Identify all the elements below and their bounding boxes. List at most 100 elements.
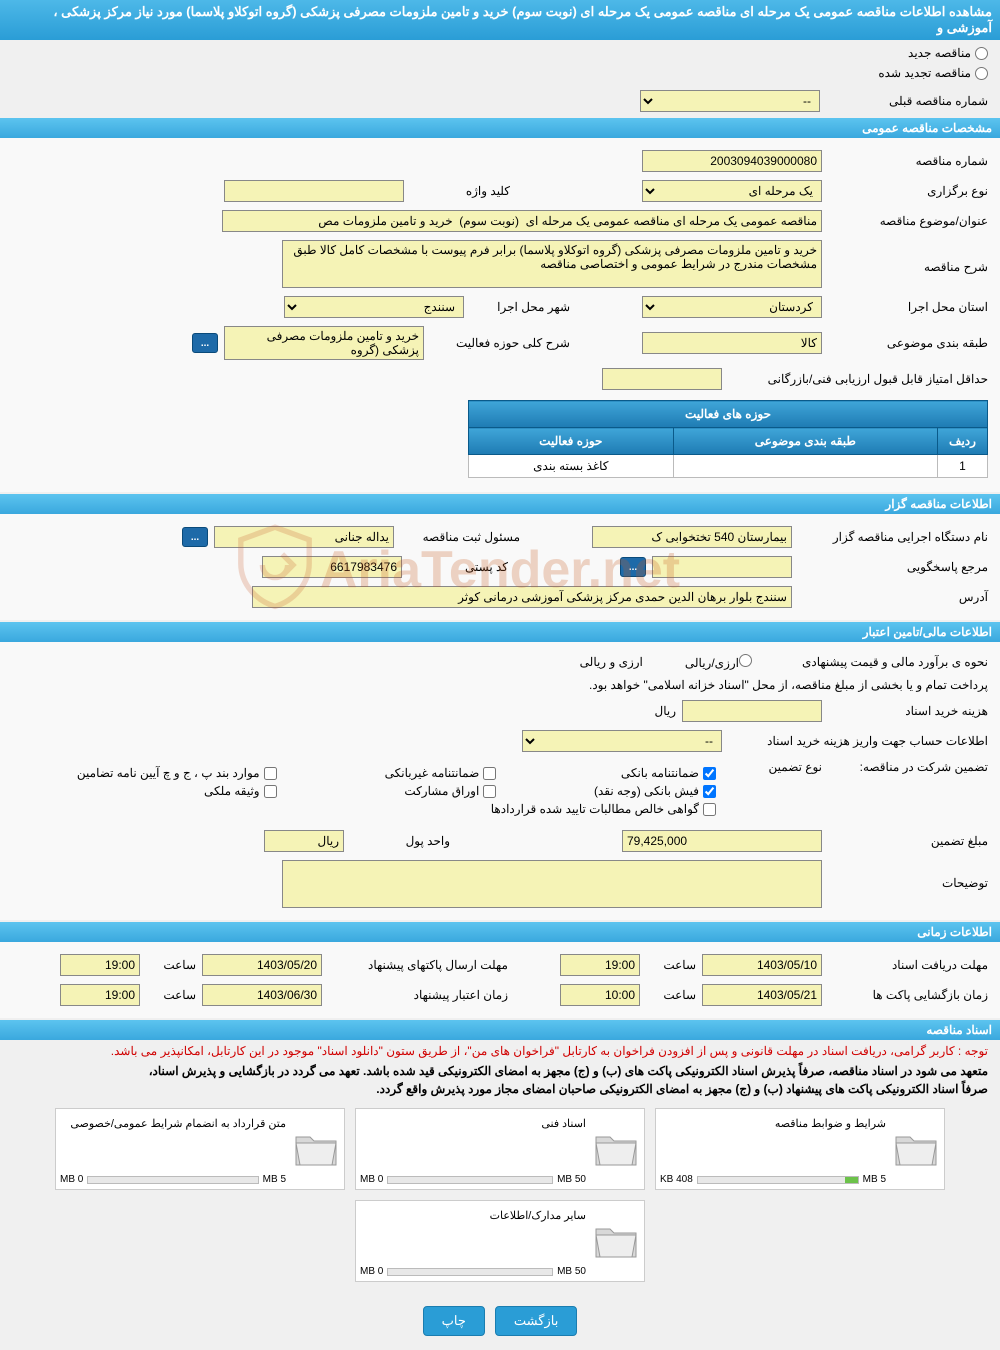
folder-icon (292, 1125, 340, 1173)
desc-textarea[interactable] (282, 240, 822, 288)
folder-icon (892, 1125, 940, 1173)
notes-textarea[interactable] (282, 860, 822, 908)
buy-cost-label: هزینه خرید اسناد (828, 704, 988, 718)
doc-grid: شرایط و ضوابط مناقصه5 MB408 KBاسناد فنی5… (0, 1098, 1000, 1292)
subject-label: عنوان/موضوع مناقصه (828, 214, 988, 228)
table-row: 1 کاغذ بسته بندی (469, 455, 988, 478)
recv-time-label: ساعت (646, 958, 696, 972)
payment-note: پرداخت تمام و یا بخشی از مبلغ مناقصه، از… (589, 678, 988, 692)
chk-regulation-items[interactable]: موارد بند پ ، ج و چ آیین نامه تضامین (77, 766, 277, 780)
doc-max: 5 MB (263, 1174, 286, 1185)
type-select[interactable]: یک مرحله ای (642, 180, 822, 202)
prev-number-select[interactable]: -- (640, 90, 820, 112)
choice-rial-label: ارزی و ریالی (580, 655, 643, 669)
contact-input[interactable] (652, 556, 792, 578)
prev-number-label: شماره مناقصه قبلی (828, 94, 988, 108)
doc-bar (87, 1176, 258, 1184)
doc-title: سایر مدارک/اطلاعات (360, 1205, 586, 1226)
page-title: مشاهده اطلاعات مناقصه عمومی یک مرحله ای … (0, 0, 1000, 40)
tender-no-label: شماره مناقصه (828, 154, 988, 168)
doc-used: 408 KB (660, 1174, 693, 1185)
province-select[interactable]: کردستان (642, 296, 822, 318)
address-input[interactable] (252, 586, 792, 608)
chk-property[interactable]: وثیقه ملکی (77, 784, 277, 798)
keyword-input[interactable] (224, 180, 404, 202)
radio-currency[interactable]: ارزی/ریالی (685, 654, 752, 670)
resp-input[interactable] (214, 526, 394, 548)
tech-min-input[interactable] (602, 368, 722, 390)
recv-time[interactable] (560, 954, 640, 976)
open-label: زمان بازگشایی پاکت ها (828, 988, 988, 1002)
activity-table: حوزه های فعالیت ردیف طبقه بندی موضوعی حو… (468, 400, 988, 478)
print-button[interactable]: چاپ (423, 1306, 485, 1336)
doc-box[interactable]: متن قرارداد به انضمام شرایط عمومی/خصوصی5… (55, 1108, 345, 1190)
docs-notice-3: صرفاً اسناد الکترونیکی پاکت های پیشنهاد … (0, 1080, 1000, 1098)
folder-icon (592, 1125, 640, 1173)
recv-label: مهلت دریافت اسناد (828, 958, 988, 972)
radio-renewed-tender[interactable]: مناقصه تجدید شده (878, 66, 988, 80)
chk-bank-guarantee[interactable]: ضمانتنامه بانکی (516, 766, 716, 780)
section-docs: اسناد مناقصه (0, 1020, 1000, 1040)
buy-cost-unit: ریال (654, 704, 676, 718)
deposit-info-select[interactable]: -- (522, 730, 722, 752)
doc-bar (387, 1176, 553, 1184)
cell-scope: کاغذ بسته بندی (469, 455, 674, 478)
notes-label: توضیحات (828, 860, 988, 890)
deposit-info-label: اطلاعات حساب جهت واریز هزینه خرید اسناد (728, 734, 988, 748)
docs-notice-2: متعهد می شود در اسناد مناقصه، صرفاً پذیر… (0, 1062, 1000, 1080)
amount-unit-input[interactable] (264, 830, 344, 852)
city-select[interactable]: سنندج (284, 296, 464, 318)
category-input[interactable] (642, 332, 822, 354)
doc-max: 50 MB (557, 1174, 586, 1185)
chk-receivables-cert[interactable]: گواهی خالص مطالبات تایید شده قراردادها (297, 802, 716, 816)
subject-input[interactable] (222, 210, 822, 232)
scope-more-button[interactable]: ... (192, 333, 218, 353)
open-date[interactable] (702, 984, 822, 1006)
open-time[interactable] (560, 984, 640, 1006)
postal-input[interactable] (262, 556, 402, 578)
chk-cash-receipt[interactable]: فیش بانکی (وجه نقد) (516, 784, 716, 798)
doc-box[interactable]: سایر مدارک/اطلاعات 50 MB 0 MB (355, 1200, 645, 1282)
chk-nonbank-guarantee[interactable]: ضمانتنامه غیربانکی (297, 766, 497, 780)
amount-unit-label: واحد پول (350, 834, 450, 848)
chk-bonds[interactable]: اوراق مشارکت (297, 784, 497, 798)
back-button[interactable]: بازگشت (495, 1306, 577, 1336)
radio-currency-input[interactable] (739, 654, 752, 667)
doc-box[interactable]: اسناد فنی50 MB0 MB (355, 1108, 645, 1190)
radio-new-input[interactable] (975, 47, 988, 60)
doc-box[interactable]: شرایط و ضوابط مناقصه5 MB408 KB (655, 1108, 945, 1190)
radio-currency-label: ارزی/ریالی (685, 656, 739, 670)
doc-used: 0 MB (360, 1266, 383, 1277)
activity-col-row: ردیف (938, 428, 988, 455)
radio-new-tender[interactable]: مناقصه جدید (908, 46, 988, 60)
amount-input[interactable] (622, 830, 822, 852)
tender-no-input[interactable] (642, 150, 822, 172)
open-time-label: ساعت (646, 988, 696, 1002)
send-time[interactable] (60, 954, 140, 976)
province-label: استان محل اجرا (828, 300, 988, 314)
doc-max: 50 MB (557, 1266, 586, 1277)
doc-used: 0 MB (60, 1174, 83, 1185)
doc-title: شرایط و ضوابط مناقصه (660, 1113, 886, 1134)
org-input[interactable] (592, 526, 792, 548)
address-label: آدرس (798, 590, 988, 604)
scope-textarea[interactable] (224, 326, 424, 360)
category-label: طبقه بندی موضوعی (828, 336, 988, 350)
doc-title: اسناد فنی (360, 1113, 586, 1134)
desc-label: شرح مناقصه (828, 240, 988, 274)
radio-renewed-input[interactable] (975, 67, 988, 80)
doc-bar (697, 1176, 859, 1184)
contact-more-button[interactable]: ... (620, 557, 646, 577)
radio-renewed-label: مناقصه تجدید شده (878, 66, 971, 80)
valid-date[interactable] (202, 984, 322, 1006)
resp-more-button[interactable]: ... (182, 527, 208, 547)
valid-time[interactable] (60, 984, 140, 1006)
section-financial: اطلاعات مالی/تامین اعتبار (0, 622, 1000, 642)
section-timing: اطلاعات زمانی (0, 922, 1000, 942)
valid-time-label: ساعت (146, 988, 196, 1002)
scope-label: شرح کلی حوزه فعالیت (430, 336, 570, 350)
docs-notice-1: توجه : کاربر گرامی، دریافت اسناد در مهلت… (0, 1040, 1000, 1062)
buy-cost-input[interactable] (682, 700, 822, 722)
send-date[interactable] (202, 954, 322, 976)
recv-date[interactable] (702, 954, 822, 976)
